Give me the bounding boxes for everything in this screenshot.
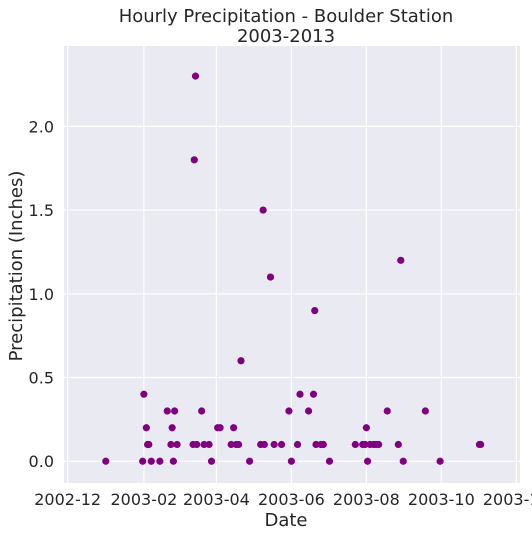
data-point [245, 457, 254, 465]
data-point [169, 457, 177, 465]
data-point [375, 440, 383, 449]
data-point [140, 390, 148, 398]
data-point [139, 457, 147, 465]
data-point [259, 206, 267, 214]
data-point [421, 407, 429, 415]
x-tick-label: 2003-10 [408, 490, 475, 509]
y-tick-labels: 0.0 0.5 1.0 1.5 2.0 [29, 117, 54, 471]
x-tick-label: 2003-08 [333, 490, 400, 509]
data-point [277, 440, 286, 449]
chart-title: Hourly Precipitation - Boulder Station [119, 6, 454, 27]
data-point [260, 440, 268, 449]
data-point [205, 440, 213, 449]
data-point [266, 273, 275, 281]
data-point [156, 457, 164, 465]
data-points [102, 72, 485, 465]
data-point [309, 390, 318, 398]
x-tick-label: 2003-02 [110, 490, 177, 509]
x-tick-label: 2003-06 [258, 490, 325, 509]
x-tick-label: 2002-12 [34, 490, 101, 509]
y-tick-label: 1.5 [29, 201, 54, 220]
data-point [230, 424, 238, 432]
data-point [216, 424, 224, 432]
x-tick-labels: 2002-12 2003-02 2003-04 2003-06 2003-08 2003-… [34, 490, 532, 509]
data-point [270, 440, 278, 449]
data-point [325, 457, 334, 465]
data-point [436, 457, 444, 465]
data-point [311, 306, 319, 315]
data-point [168, 424, 176, 432]
data-point [296, 390, 304, 398]
data-point [304, 407, 313, 415]
data-point [190, 156, 198, 164]
data-point [383, 407, 391, 415]
data-point [145, 440, 153, 449]
plot-area [64, 46, 520, 483]
data-point [207, 457, 216, 465]
data-point [163, 407, 171, 415]
data-point [363, 457, 372, 465]
data-point [397, 256, 405, 264]
x-axis-label: Date [264, 510, 307, 531]
data-point [193, 440, 201, 449]
data-point [173, 440, 181, 449]
data-point [399, 457, 407, 465]
data-point [191, 72, 200, 80]
data-point [102, 457, 110, 465]
y-tick-label: 1.0 [29, 285, 54, 304]
data-point [287, 457, 295, 465]
data-point [142, 424, 150, 432]
y-tick-label: 0.0 [29, 452, 54, 471]
x-tick-label: 2003-04 [183, 490, 250, 509]
data-point [285, 407, 293, 415]
data-point [234, 440, 243, 449]
data-point [319, 440, 327, 449]
y-tick-label: 0.5 [29, 369, 54, 388]
chart-subtitle: 2003-2013 [237, 26, 335, 47]
data-point [198, 407, 206, 415]
y-axis-label: Precipitation (Inches) [6, 171, 27, 362]
data-point [394, 440, 402, 449]
data-point [477, 440, 485, 449]
data-point [167, 440, 175, 449]
y-tick-label: 2.0 [29, 117, 54, 136]
data-point [147, 457, 155, 465]
data-point [237, 357, 245, 365]
data-point [293, 440, 302, 449]
data-point [171, 407, 179, 415]
grid-lines [64, 46, 520, 483]
data-point [362, 424, 370, 432]
data-point [351, 440, 359, 449]
x-tick-label: 2003-12 [483, 490, 532, 509]
